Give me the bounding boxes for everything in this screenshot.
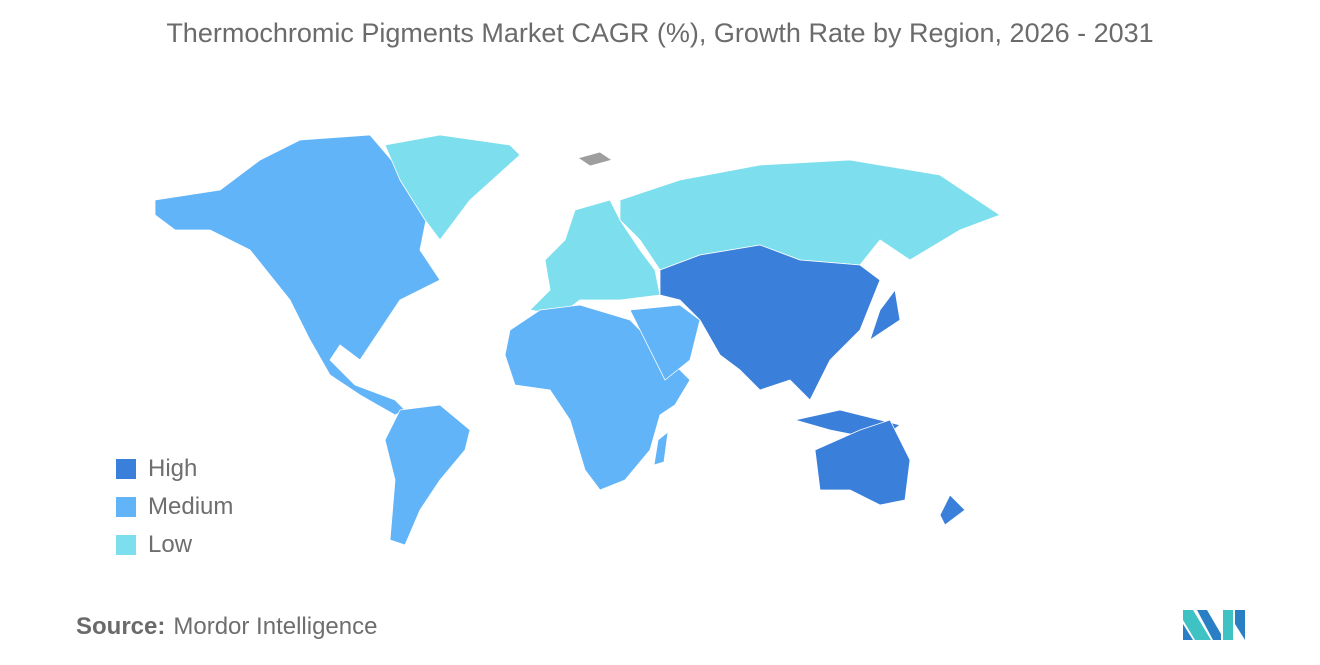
region-asia <box>659 244 881 401</box>
region-russia <box>619 159 1001 271</box>
region-australia <box>814 419 911 506</box>
region-south-america <box>384 404 471 546</box>
region-greenland <box>384 134 521 241</box>
region-new-zealand <box>939 494 966 526</box>
source-note: Source: Mordor Intelligence <box>76 613 377 641</box>
region-europe <box>529 199 661 316</box>
legend-swatch-low <box>116 535 136 555</box>
legend-item-medium: Medium <box>116 488 233 526</box>
legend-item-low: Low <box>116 526 233 564</box>
legend-swatch-medium <box>116 497 136 517</box>
region-africa <box>504 304 691 491</box>
legend-label-low: Low <box>148 531 193 558</box>
source-label: Source: <box>76 613 166 640</box>
legend-swatch-high <box>116 459 136 479</box>
region-middle-east <box>629 304 701 381</box>
source-value: Mordor Intelligence <box>173 613 378 640</box>
region-svalbard-no-data <box>577 151 613 167</box>
chart-title: Thermochromic Pigments Market CAGR (%), … <box>166 18 1154 48</box>
mordor-logo <box>1183 610 1245 640</box>
legend-label-medium: Medium <box>148 493 234 520</box>
region-japan <box>869 289 901 341</box>
legend-item-high: High <box>116 450 233 488</box>
legend: High Medium Low <box>116 450 233 564</box>
legend-label-high: High <box>148 455 198 482</box>
region-madagascar <box>653 431 669 466</box>
region-north-america <box>154 134 441 416</box>
